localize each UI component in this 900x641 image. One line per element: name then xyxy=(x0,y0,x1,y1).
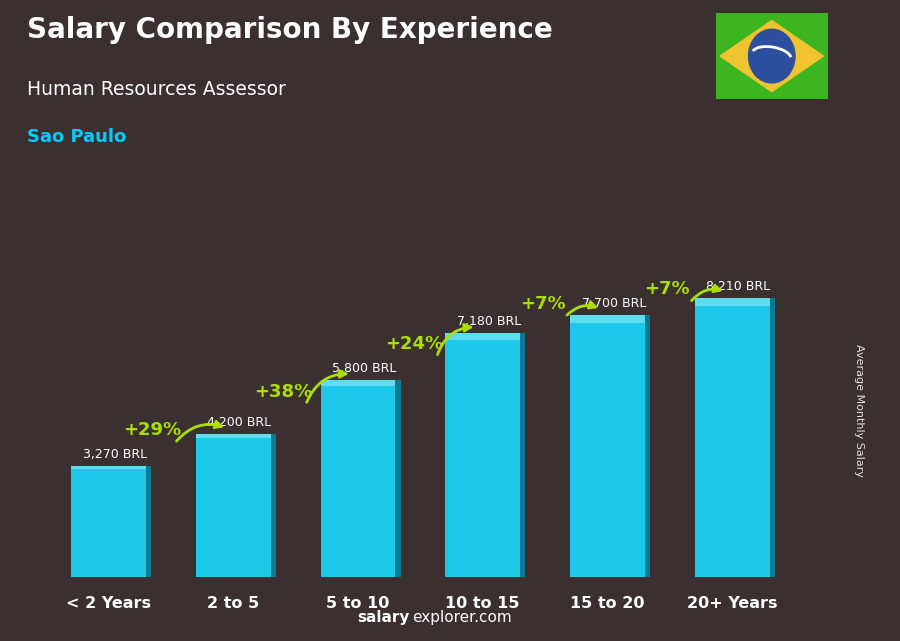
Text: 7,700 BRL: 7,700 BRL xyxy=(581,297,646,310)
Text: +24%: +24% xyxy=(385,335,443,353)
Text: +38%: +38% xyxy=(254,383,312,401)
Bar xyxy=(320,379,395,385)
Text: 5,800 BRL: 5,800 BRL xyxy=(332,362,396,374)
Text: Salary Comparison By Experience: Salary Comparison By Experience xyxy=(27,16,553,44)
Circle shape xyxy=(749,29,795,83)
Text: 7,180 BRL: 7,180 BRL xyxy=(457,315,521,328)
Bar xyxy=(770,297,775,577)
Bar xyxy=(71,465,146,469)
Bar xyxy=(570,315,645,577)
Bar xyxy=(196,434,271,438)
Bar xyxy=(320,379,395,577)
Text: +7%: +7% xyxy=(644,281,690,299)
Bar xyxy=(695,297,770,577)
Text: Sao Paulo: Sao Paulo xyxy=(27,128,126,146)
Bar xyxy=(520,333,526,577)
Bar xyxy=(446,333,520,577)
Text: +29%: +29% xyxy=(123,421,181,439)
Bar xyxy=(271,434,276,577)
Bar xyxy=(196,434,271,577)
Bar xyxy=(395,379,400,577)
Bar xyxy=(446,333,520,340)
Text: 4,200 BRL: 4,200 BRL xyxy=(208,416,272,429)
Bar xyxy=(71,465,146,577)
Bar xyxy=(570,315,645,323)
Polygon shape xyxy=(720,21,824,92)
Text: explorer.com: explorer.com xyxy=(412,610,512,625)
Bar xyxy=(146,465,151,577)
Text: 8,210 BRL: 8,210 BRL xyxy=(706,279,770,293)
Text: Average Monthly Salary: Average Monthly Salary xyxy=(854,344,865,477)
Text: 3,270 BRL: 3,270 BRL xyxy=(83,447,147,461)
Text: +7%: +7% xyxy=(520,295,565,313)
Text: salary: salary xyxy=(357,610,410,625)
Text: Human Resources Assessor: Human Resources Assessor xyxy=(27,80,286,99)
Bar xyxy=(695,297,770,306)
Bar xyxy=(645,315,650,577)
